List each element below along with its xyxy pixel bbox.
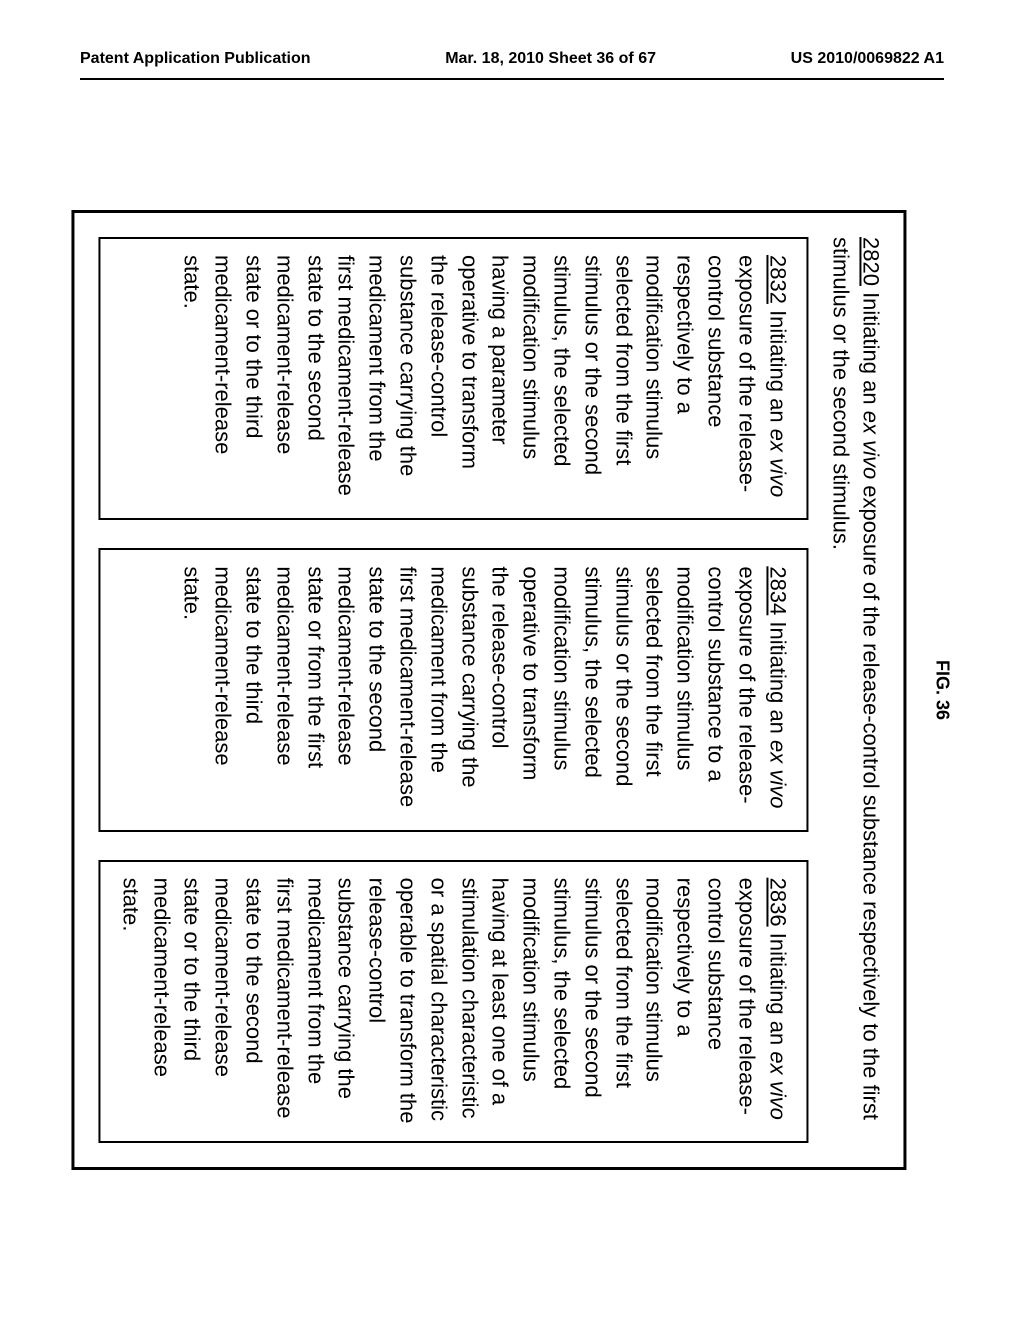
figure-content: FIG. 36 2820 Initiating an ex vivo expos… xyxy=(72,210,953,1170)
header-center: Mar. 18, 2010 Sheet 36 of 67 xyxy=(445,50,656,68)
outer-step-text: 2820 Initiating an ex vivo exposure of t… xyxy=(826,237,885,1143)
header-right: US 2010/0069822 A1 xyxy=(791,50,944,68)
box-number: 2836 xyxy=(765,878,790,927)
box-number: 2834 xyxy=(765,566,790,615)
outer-prefix: Initiating an xyxy=(858,286,883,411)
box-body: exposure of the release-control substanc… xyxy=(118,878,759,1124)
page-header: Patent Application Publication Mar. 18, … xyxy=(0,0,1024,78)
header-left: Patent Application Publication xyxy=(80,50,311,68)
box-body: exposure of the release-control substanc… xyxy=(180,255,759,496)
box-prefix: Initiating an xyxy=(765,304,790,429)
box-ital: ex vivo xyxy=(765,740,790,808)
outer-step-number: 2820 xyxy=(858,237,883,286)
box-prefix: Initiating an xyxy=(765,927,790,1052)
box-prefix: Initiating an xyxy=(765,615,790,740)
figure-rotated-container: FIG. 36 2820 Initiating an ex vivo expos… xyxy=(72,210,953,1170)
outer-ital: ex vivo xyxy=(858,411,883,479)
figure-label: FIG. 36 xyxy=(931,210,952,1170)
inner-box-2832: 2832 Initiating an ex vivo exposure of t… xyxy=(99,237,809,520)
box-body: exposure of the release-control substanc… xyxy=(180,566,759,807)
header-divider xyxy=(80,78,944,80)
outer-step-box: 2820 Initiating an ex vivo exposure of t… xyxy=(72,210,907,1170)
box-ital: ex vivo xyxy=(765,429,790,497)
inner-box-2834: 2834 Initiating an ex vivo exposure of t… xyxy=(99,548,809,831)
box-number: 2832 xyxy=(765,255,790,304)
inner-box-2836: 2836 Initiating an ex vivo exposure of t… xyxy=(99,860,809,1143)
box-ital: ex vivo xyxy=(765,1051,790,1119)
inner-boxes-row: 2832 Initiating an ex vivo exposure of t… xyxy=(99,237,809,1143)
